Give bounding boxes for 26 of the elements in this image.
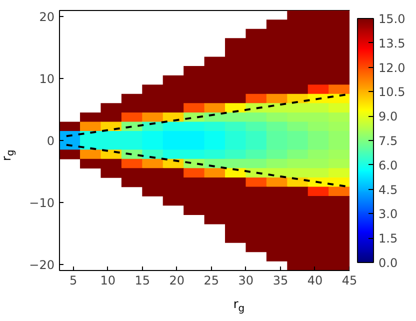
x-tick-label: 20 (169, 274, 185, 288)
x-tick-label: 15 (134, 274, 150, 288)
x-tick-label: 45 (342, 274, 358, 288)
color-bar-label: 10.5 (378, 85, 406, 100)
x-tick-label: 5 (69, 274, 78, 288)
color-bar-label: 6.0 (378, 158, 398, 172)
y-tick-label: 0 (46, 134, 55, 148)
x-tick-label: 30 (238, 274, 254, 288)
x-tick-label: 25 (204, 274, 220, 288)
color-bar-label: 7.5 (378, 134, 398, 148)
color-bar-label: 1.5 (378, 232, 398, 246)
x-tick-label: 10 (100, 274, 116, 288)
color-bar-label: 9.0 (378, 110, 398, 124)
color-bar-label: 13.5 (378, 36, 406, 50)
color-bar-label: 0.0 (378, 256, 398, 270)
x-tick-label: 40 (307, 274, 323, 288)
x-tick-label: 35 (272, 274, 288, 288)
color-bar-label: 3.0 (378, 207, 398, 222)
y-tick-label: 20 (39, 10, 55, 24)
y-tick-label: −20 (29, 258, 55, 272)
color-bar-label: 15.0 (378, 12, 406, 26)
y-tick-label: −10 (29, 196, 55, 210)
y-tick-label: 10 (39, 72, 55, 86)
color-bar-label: 12.0 (378, 60, 406, 75)
color-bar-label: 4.5 (378, 182, 398, 197)
x-axis-title: r$_{g}$ (233, 297, 245, 316)
